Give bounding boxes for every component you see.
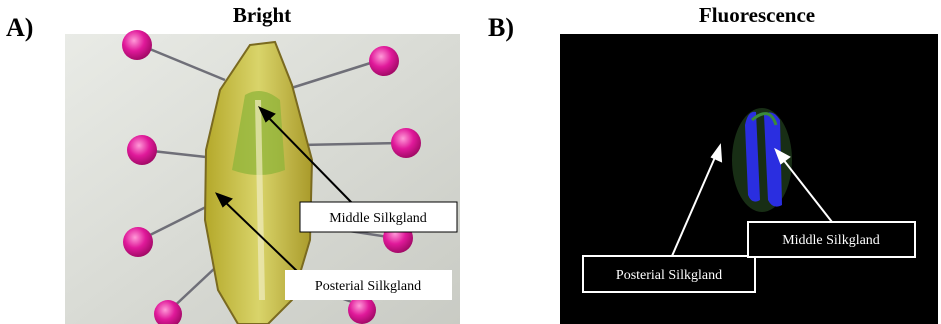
annotation: Middle Silkgland [782,233,880,248]
annotation: Posterial Silkgland [616,268,722,283]
annotation: Posterial Silkgland [315,279,421,294]
panel-label: B) [488,13,514,42]
figure: A) Bright Middle Silkgland Posterial Sil… [0,0,941,324]
panel-title: Bright [233,3,291,27]
annotation: Middle Silkgland [329,211,427,226]
panel-title: Fluorescence [699,3,815,27]
panel-label: A) [6,13,33,42]
